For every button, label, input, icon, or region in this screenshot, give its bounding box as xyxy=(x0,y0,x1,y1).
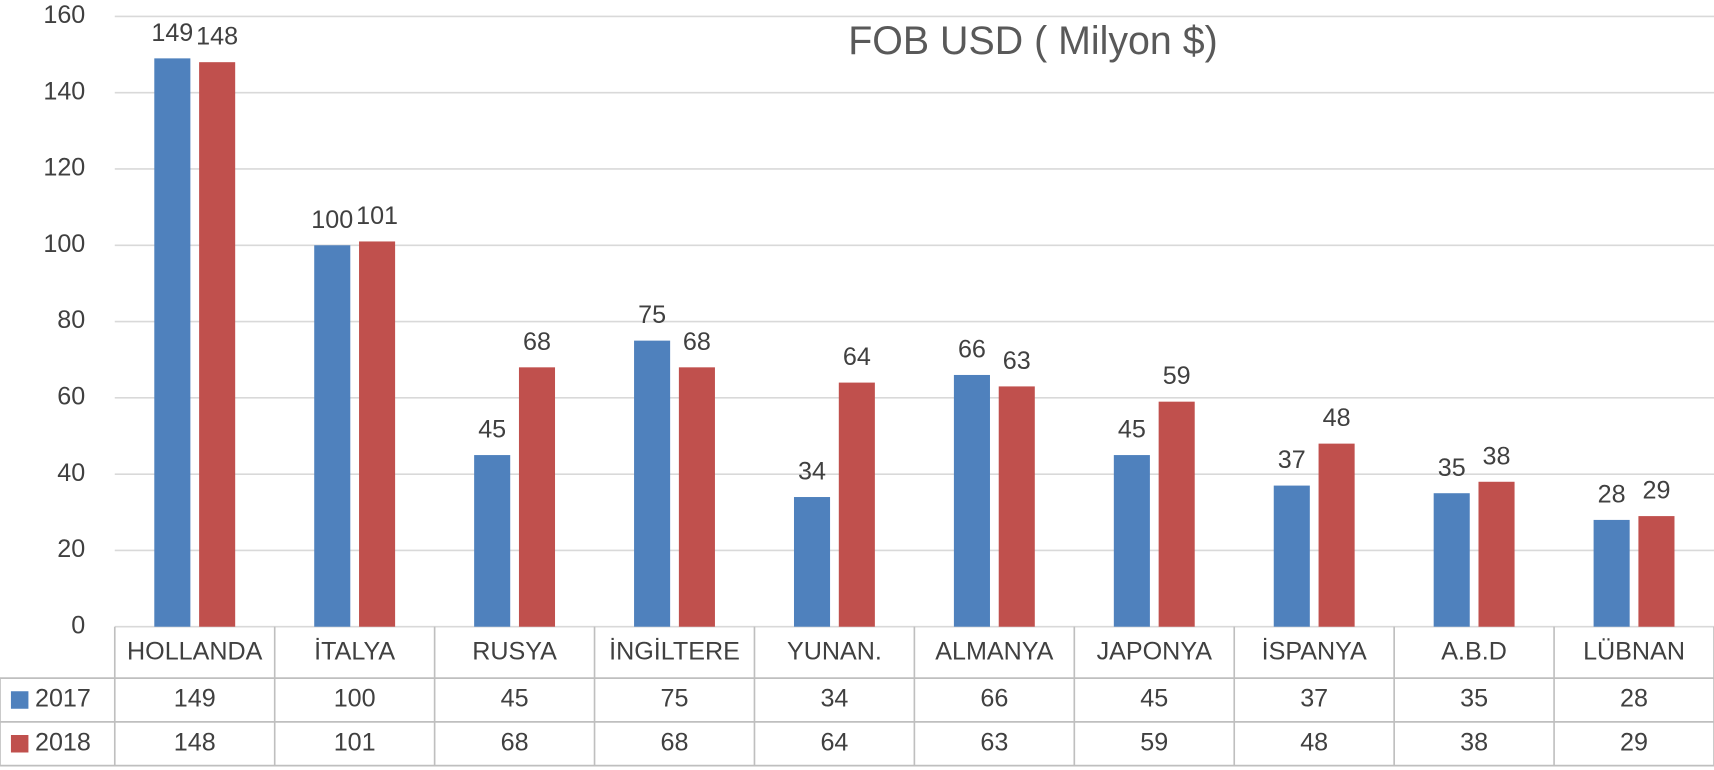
table-cell: 45 xyxy=(1140,685,1168,713)
y-tick-label: 140 xyxy=(43,77,85,105)
table-cell: 100 xyxy=(334,685,376,713)
y-tick-label: 0 xyxy=(71,611,85,639)
legend-label: 2017 xyxy=(35,685,91,713)
table-cell: 35 xyxy=(1460,685,1488,713)
table-cell: 29 xyxy=(1620,728,1648,756)
x-tick-label: A.B.D xyxy=(1441,638,1507,666)
bar xyxy=(998,386,1035,627)
bar xyxy=(199,62,236,627)
table-cell: 37 xyxy=(1300,685,1328,713)
data-label: 66 xyxy=(958,336,986,364)
legend-key xyxy=(10,735,29,753)
table-cell: 63 xyxy=(980,728,1008,756)
data-label: 148 xyxy=(196,23,238,51)
table-cell: 48 xyxy=(1300,728,1328,756)
x-tick-label: JAPONYA xyxy=(1097,638,1213,666)
table-cell: 28 xyxy=(1620,685,1648,713)
legend-key xyxy=(10,691,29,709)
bar xyxy=(634,340,671,627)
data-label: 45 xyxy=(1118,416,1146,444)
y-tick-label: 20 xyxy=(57,535,85,563)
data-label: 48 xyxy=(1323,404,1351,432)
y-tick-label: 80 xyxy=(57,306,85,334)
data-label: 101 xyxy=(356,202,398,230)
bar xyxy=(154,58,191,627)
data-label: 35 xyxy=(1438,454,1466,482)
table-cell: 45 xyxy=(501,685,529,713)
y-tick-label: 120 xyxy=(43,154,85,182)
x-tick-label: LÜBNAN xyxy=(1583,638,1685,666)
bar xyxy=(1593,519,1630,627)
table-cell: 75 xyxy=(661,685,689,713)
data-label: 68 xyxy=(683,328,711,356)
x-tick-label: İTALYA xyxy=(314,637,395,666)
table-cell: 34 xyxy=(820,685,848,713)
data-label: 37 xyxy=(1278,446,1306,474)
chart-subtitle: FOB USD ( Milyon $) xyxy=(848,19,1217,63)
data-label: 45 xyxy=(478,416,506,444)
data-label: 59 xyxy=(1163,362,1191,390)
table-cell: 148 xyxy=(174,728,216,756)
bar xyxy=(953,374,990,627)
bar xyxy=(1638,516,1675,627)
x-tick-label: İSPANYA xyxy=(1262,637,1367,666)
data-label: 28 xyxy=(1598,480,1626,508)
table-cell: 66 xyxy=(980,685,1008,713)
legend-label: 2018 xyxy=(35,728,91,756)
bar xyxy=(359,241,396,627)
bar xyxy=(1273,485,1310,627)
bar xyxy=(838,382,875,627)
data-label: 64 xyxy=(843,343,871,371)
bar xyxy=(474,455,511,627)
data-label: 149 xyxy=(151,19,193,47)
y-tick-label: 40 xyxy=(57,459,85,487)
data-label: 29 xyxy=(1642,477,1670,505)
table-cell: 38 xyxy=(1460,728,1488,756)
bar xyxy=(1433,493,1470,627)
x-tick-label: ALMANYA xyxy=(935,638,1053,666)
x-tick-label: YUNAN. xyxy=(787,638,882,666)
y-tick-label: 100 xyxy=(43,230,85,258)
table-cell: 64 xyxy=(820,728,848,756)
data-label: 68 xyxy=(523,328,551,356)
y-tick-label: 160 xyxy=(43,1,85,29)
bar xyxy=(518,367,556,627)
x-tick-label: RUSYA xyxy=(472,638,557,666)
bar xyxy=(1113,455,1150,627)
x-tick-label: HOLLANDA xyxy=(127,638,263,666)
bar xyxy=(1478,481,1515,627)
bar xyxy=(678,367,715,627)
table-cell: 68 xyxy=(661,728,689,756)
x-tick-label: İNGİLTERE xyxy=(609,637,740,666)
table-cell: 59 xyxy=(1140,728,1168,756)
bar xyxy=(1318,443,1355,627)
y-tick-label: 60 xyxy=(57,382,85,410)
table-cell: 68 xyxy=(501,728,529,756)
data-label: 75 xyxy=(638,301,666,329)
data-label: 38 xyxy=(1483,442,1511,470)
bar xyxy=(793,497,831,627)
table-cell: 149 xyxy=(174,685,216,713)
data-label: 34 xyxy=(798,458,826,486)
data-label: 100 xyxy=(311,206,353,234)
data-label: 63 xyxy=(1003,347,1031,375)
bar xyxy=(314,245,351,627)
bar xyxy=(1158,401,1195,627)
table-cell: 101 xyxy=(334,728,376,756)
